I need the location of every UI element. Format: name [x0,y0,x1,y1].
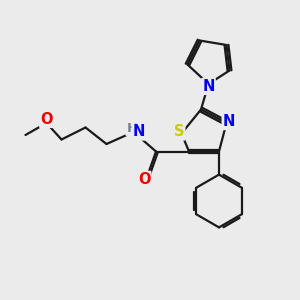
Text: N: N [133,124,145,140]
Text: H: H [126,122,138,135]
Text: S: S [174,124,184,140]
Text: N: N [202,79,215,94]
Text: O: O [138,172,150,187]
Text: N: N [223,114,235,129]
Text: O: O [40,112,53,127]
